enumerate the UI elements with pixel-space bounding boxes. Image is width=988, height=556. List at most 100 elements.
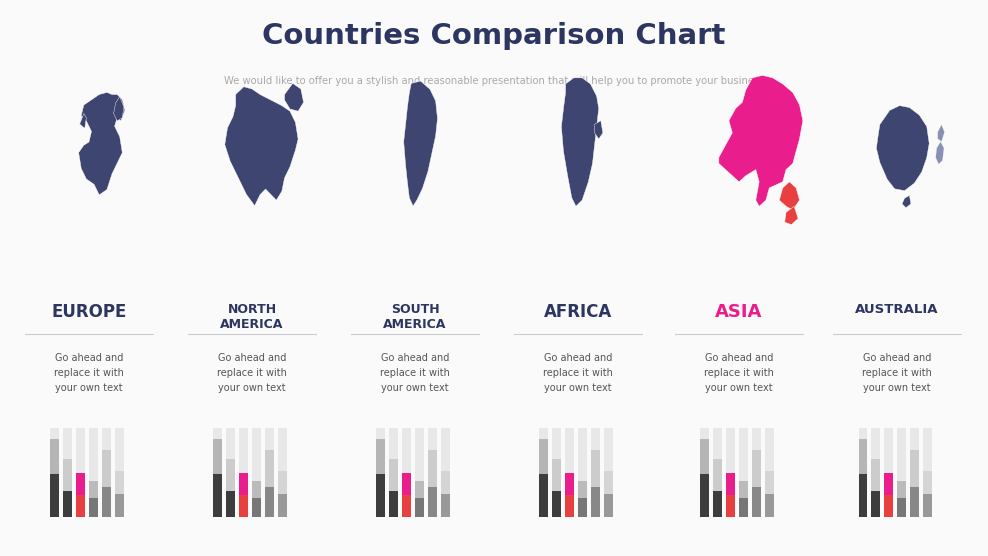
Bar — [859, 474, 867, 517]
Bar — [415, 481, 424, 498]
Bar — [50, 439, 59, 474]
Text: AFRICA: AFRICA — [543, 303, 613, 321]
Bar — [239, 428, 248, 517]
Bar — [565, 495, 574, 517]
Bar — [278, 471, 287, 494]
Bar — [226, 428, 235, 517]
Text: Go ahead and
replace it with
your own text: Go ahead and replace it with your own te… — [704, 353, 774, 393]
Bar — [591, 450, 600, 487]
Bar — [565, 473, 574, 495]
Bar — [884, 495, 893, 517]
Text: AUSTRALIA: AUSTRALIA — [856, 303, 939, 316]
Bar — [76, 428, 85, 517]
Bar — [923, 428, 932, 517]
Bar — [252, 428, 261, 517]
Bar — [752, 487, 761, 517]
Bar — [897, 428, 906, 517]
Text: EUROPE: EUROPE — [51, 303, 126, 321]
Text: We would like to offer you a stylish and reasonable presentation that will help : We would like to offer you a stylish and… — [223, 76, 765, 86]
Bar — [726, 495, 735, 517]
Bar — [884, 428, 893, 517]
Bar — [376, 439, 385, 474]
Bar — [578, 498, 587, 517]
Text: SOUTH
AMERICA: SOUTH AMERICA — [383, 303, 447, 331]
Bar — [102, 450, 111, 487]
Bar — [923, 494, 932, 517]
Bar — [89, 428, 98, 517]
Bar — [376, 428, 385, 517]
Polygon shape — [876, 106, 929, 191]
Bar — [76, 473, 85, 495]
Bar — [713, 428, 722, 517]
Bar — [713, 459, 722, 491]
Bar — [265, 487, 274, 517]
Bar — [591, 487, 600, 517]
Bar — [565, 428, 574, 517]
Bar — [239, 495, 248, 517]
Polygon shape — [224, 87, 298, 206]
Text: Countries Comparison Chart: Countries Comparison Chart — [262, 22, 726, 50]
Bar — [726, 473, 735, 495]
Text: Go ahead and
replace it with
your own text: Go ahead and replace it with your own te… — [54, 353, 124, 393]
Bar — [50, 474, 59, 517]
Bar — [700, 474, 709, 517]
Text: ASIA: ASIA — [715, 303, 763, 321]
Polygon shape — [784, 206, 798, 225]
Polygon shape — [561, 78, 599, 206]
Text: Go ahead and
replace it with
your own text: Go ahead and replace it with your own te… — [380, 353, 450, 393]
Bar — [76, 495, 85, 517]
Bar — [884, 473, 893, 495]
Bar — [604, 428, 613, 517]
Bar — [402, 495, 411, 517]
Bar — [389, 459, 398, 491]
Bar — [115, 494, 124, 517]
Bar — [63, 491, 72, 517]
Bar — [578, 481, 587, 498]
Bar — [910, 450, 919, 487]
Polygon shape — [595, 121, 603, 139]
Bar — [239, 473, 248, 495]
Bar — [89, 498, 98, 517]
Bar — [752, 450, 761, 487]
Bar — [428, 487, 437, 517]
Bar — [739, 481, 748, 498]
Bar — [415, 428, 424, 517]
Polygon shape — [780, 182, 799, 210]
Bar — [552, 459, 561, 491]
Bar — [441, 471, 450, 494]
Bar — [578, 428, 587, 517]
Bar — [265, 428, 274, 517]
Polygon shape — [902, 196, 911, 208]
Polygon shape — [719, 76, 803, 206]
Text: Go ahead and
replace it with
your own text: Go ahead and replace it with your own te… — [543, 353, 613, 393]
Bar — [539, 474, 548, 517]
Bar — [871, 428, 880, 517]
Bar — [871, 459, 880, 491]
Bar — [765, 471, 774, 494]
Bar — [428, 450, 437, 487]
Bar — [428, 428, 437, 517]
Polygon shape — [938, 125, 945, 142]
Polygon shape — [936, 142, 944, 164]
Bar — [252, 481, 261, 498]
Bar — [539, 428, 548, 517]
Bar — [441, 494, 450, 517]
Bar — [726, 428, 735, 517]
Bar — [226, 459, 235, 491]
Bar — [89, 481, 98, 498]
Bar — [402, 473, 411, 495]
Bar — [213, 474, 222, 517]
Bar — [859, 439, 867, 474]
Bar — [859, 428, 867, 517]
Bar — [700, 439, 709, 474]
Polygon shape — [114, 97, 124, 121]
Bar — [739, 498, 748, 517]
Bar — [278, 428, 287, 517]
Bar — [63, 459, 72, 491]
Bar — [739, 428, 748, 517]
Bar — [923, 471, 932, 494]
Bar — [213, 428, 222, 517]
Text: Go ahead and
replace it with
your own text: Go ahead and replace it with your own te… — [863, 353, 932, 393]
Bar — [50, 428, 59, 517]
Bar — [415, 498, 424, 517]
